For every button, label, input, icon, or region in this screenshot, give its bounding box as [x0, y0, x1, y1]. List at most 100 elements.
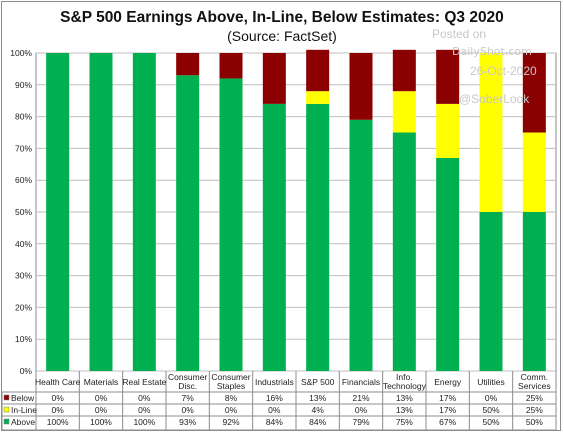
- y-tick-label: 90%: [15, 80, 32, 90]
- chart-subtitle: (Source: FactSet): [227, 28, 337, 44]
- bar-segment: [262, 53, 286, 104]
- bar-segment: [479, 53, 503, 212]
- data-label: 4%: [312, 405, 325, 415]
- data-label: 0%: [355, 405, 368, 415]
- bar-segment: [306, 103, 330, 371]
- data-label: 0%: [225, 405, 238, 415]
- bar-segment: [306, 91, 330, 104]
- y-tick-label: 100%: [10, 48, 32, 58]
- y-tick-label: 10%: [15, 334, 32, 344]
- bar-segment: [349, 53, 373, 120]
- data-label: 17%: [439, 393, 456, 403]
- bar-segment: [132, 53, 156, 371]
- data-label: 17%: [439, 405, 456, 415]
- data-label: 50%: [482, 405, 499, 415]
- bar-segment: [176, 53, 200, 76]
- x-category-label: Services: [518, 381, 551, 391]
- data-label: 50%: [482, 417, 499, 427]
- data-label: 13%: [396, 405, 413, 415]
- data-label: 25%: [526, 393, 543, 403]
- watermark-site: DailyShot.com: [452, 45, 532, 58]
- data-label: 0%: [52, 405, 65, 415]
- x-category-label: Technology: [383, 381, 427, 391]
- legend-entry: Below: [11, 393, 35, 403]
- bar-segment: [479, 212, 503, 371]
- chart-title: S&P 500 Earnings Above, In-Line, Below E…: [60, 9, 504, 26]
- y-tick-label: 60%: [15, 175, 32, 185]
- x-category-label: Disc.: [178, 381, 197, 391]
- bar-segment: [392, 132, 416, 371]
- data-label: 16%: [266, 393, 283, 403]
- x-category-label: Staples: [217, 381, 245, 391]
- data-label: 0%: [52, 393, 65, 403]
- bar-segment: [522, 53, 546, 133]
- data-label: 100%: [90, 417, 112, 427]
- data-label: 79%: [352, 417, 369, 427]
- bar-segment: [522, 212, 546, 371]
- data-label: 100%: [133, 417, 155, 427]
- data-label: 0%: [268, 405, 281, 415]
- y-tick-label: 40%: [15, 239, 32, 249]
- bar-segment: [262, 103, 286, 371]
- legend-swatch: [3, 406, 10, 413]
- x-category-label: Energy: [434, 377, 462, 387]
- data-label: 84%: [266, 417, 283, 427]
- data-label: 0%: [138, 393, 151, 403]
- data-label: 13%: [309, 393, 326, 403]
- legend-swatch: [3, 394, 10, 401]
- x-category-label: Utilities: [477, 377, 504, 387]
- bar-segment: [392, 91, 416, 133]
- y-tick-label: 20%: [15, 302, 32, 312]
- legend-entry: Above: [11, 417, 35, 427]
- x-category-label: Consumer: [168, 372, 207, 382]
- y-tick-label: 30%: [15, 271, 32, 281]
- bar-segment: [176, 75, 200, 371]
- bar-segment: [46, 53, 70, 371]
- bar-segment: [436, 49, 460, 104]
- bar-segment: [219, 78, 243, 371]
- data-label: 92%: [222, 417, 239, 427]
- data-label: 21%: [352, 393, 369, 403]
- legend-swatch: [3, 418, 10, 425]
- data-label: 7%: [182, 393, 195, 403]
- data-label: 8%: [225, 393, 238, 403]
- x-category-label: S&P 500: [301, 377, 335, 387]
- data-label: 0%: [138, 405, 151, 415]
- data-label: 50%: [526, 417, 543, 427]
- bar-segment: [219, 53, 243, 79]
- watermark-date: 26-Oct-2020: [470, 64, 537, 78]
- x-category-label: Health Care: [35, 377, 81, 387]
- bar-segment: [349, 119, 373, 371]
- x-category-label: Financials: [342, 377, 380, 387]
- x-category-label: Consumer: [211, 372, 250, 382]
- data-label: 100%: [47, 417, 69, 427]
- data-label: 0%: [485, 393, 498, 403]
- y-tick-label: 50%: [15, 207, 32, 217]
- data-label: 67%: [439, 417, 456, 427]
- data-label: 0%: [95, 405, 108, 415]
- x-category-label: Industrials: [255, 377, 294, 387]
- data-label: 0%: [182, 405, 195, 415]
- bar-segment: [436, 157, 460, 371]
- bar-segment: [306, 49, 330, 92]
- x-category-label: Comm.: [521, 372, 548, 382]
- bar-segment: [89, 53, 113, 371]
- data-label: 93%: [179, 417, 196, 427]
- x-category-label: Real Estate: [122, 377, 166, 387]
- x-category-label: Materials: [84, 377, 118, 387]
- legend-entry: In-Line: [11, 405, 37, 415]
- data-label: 75%: [396, 417, 413, 427]
- y-tick-label: 0%: [20, 366, 33, 376]
- watermark-posted: Posted on: [432, 27, 487, 41]
- data-label: 0%: [95, 393, 108, 403]
- data-label: 13%: [396, 393, 413, 403]
- bar-segment: [436, 103, 460, 158]
- x-category-label: Info.: [396, 372, 413, 382]
- y-tick-label: 70%: [15, 143, 32, 153]
- data-label: 84%: [309, 417, 326, 427]
- data-label: 25%: [526, 405, 543, 415]
- bar-segment: [522, 132, 546, 212]
- bar-segment: [392, 49, 416, 92]
- watermark-handle: @SoberLook: [459, 92, 530, 106]
